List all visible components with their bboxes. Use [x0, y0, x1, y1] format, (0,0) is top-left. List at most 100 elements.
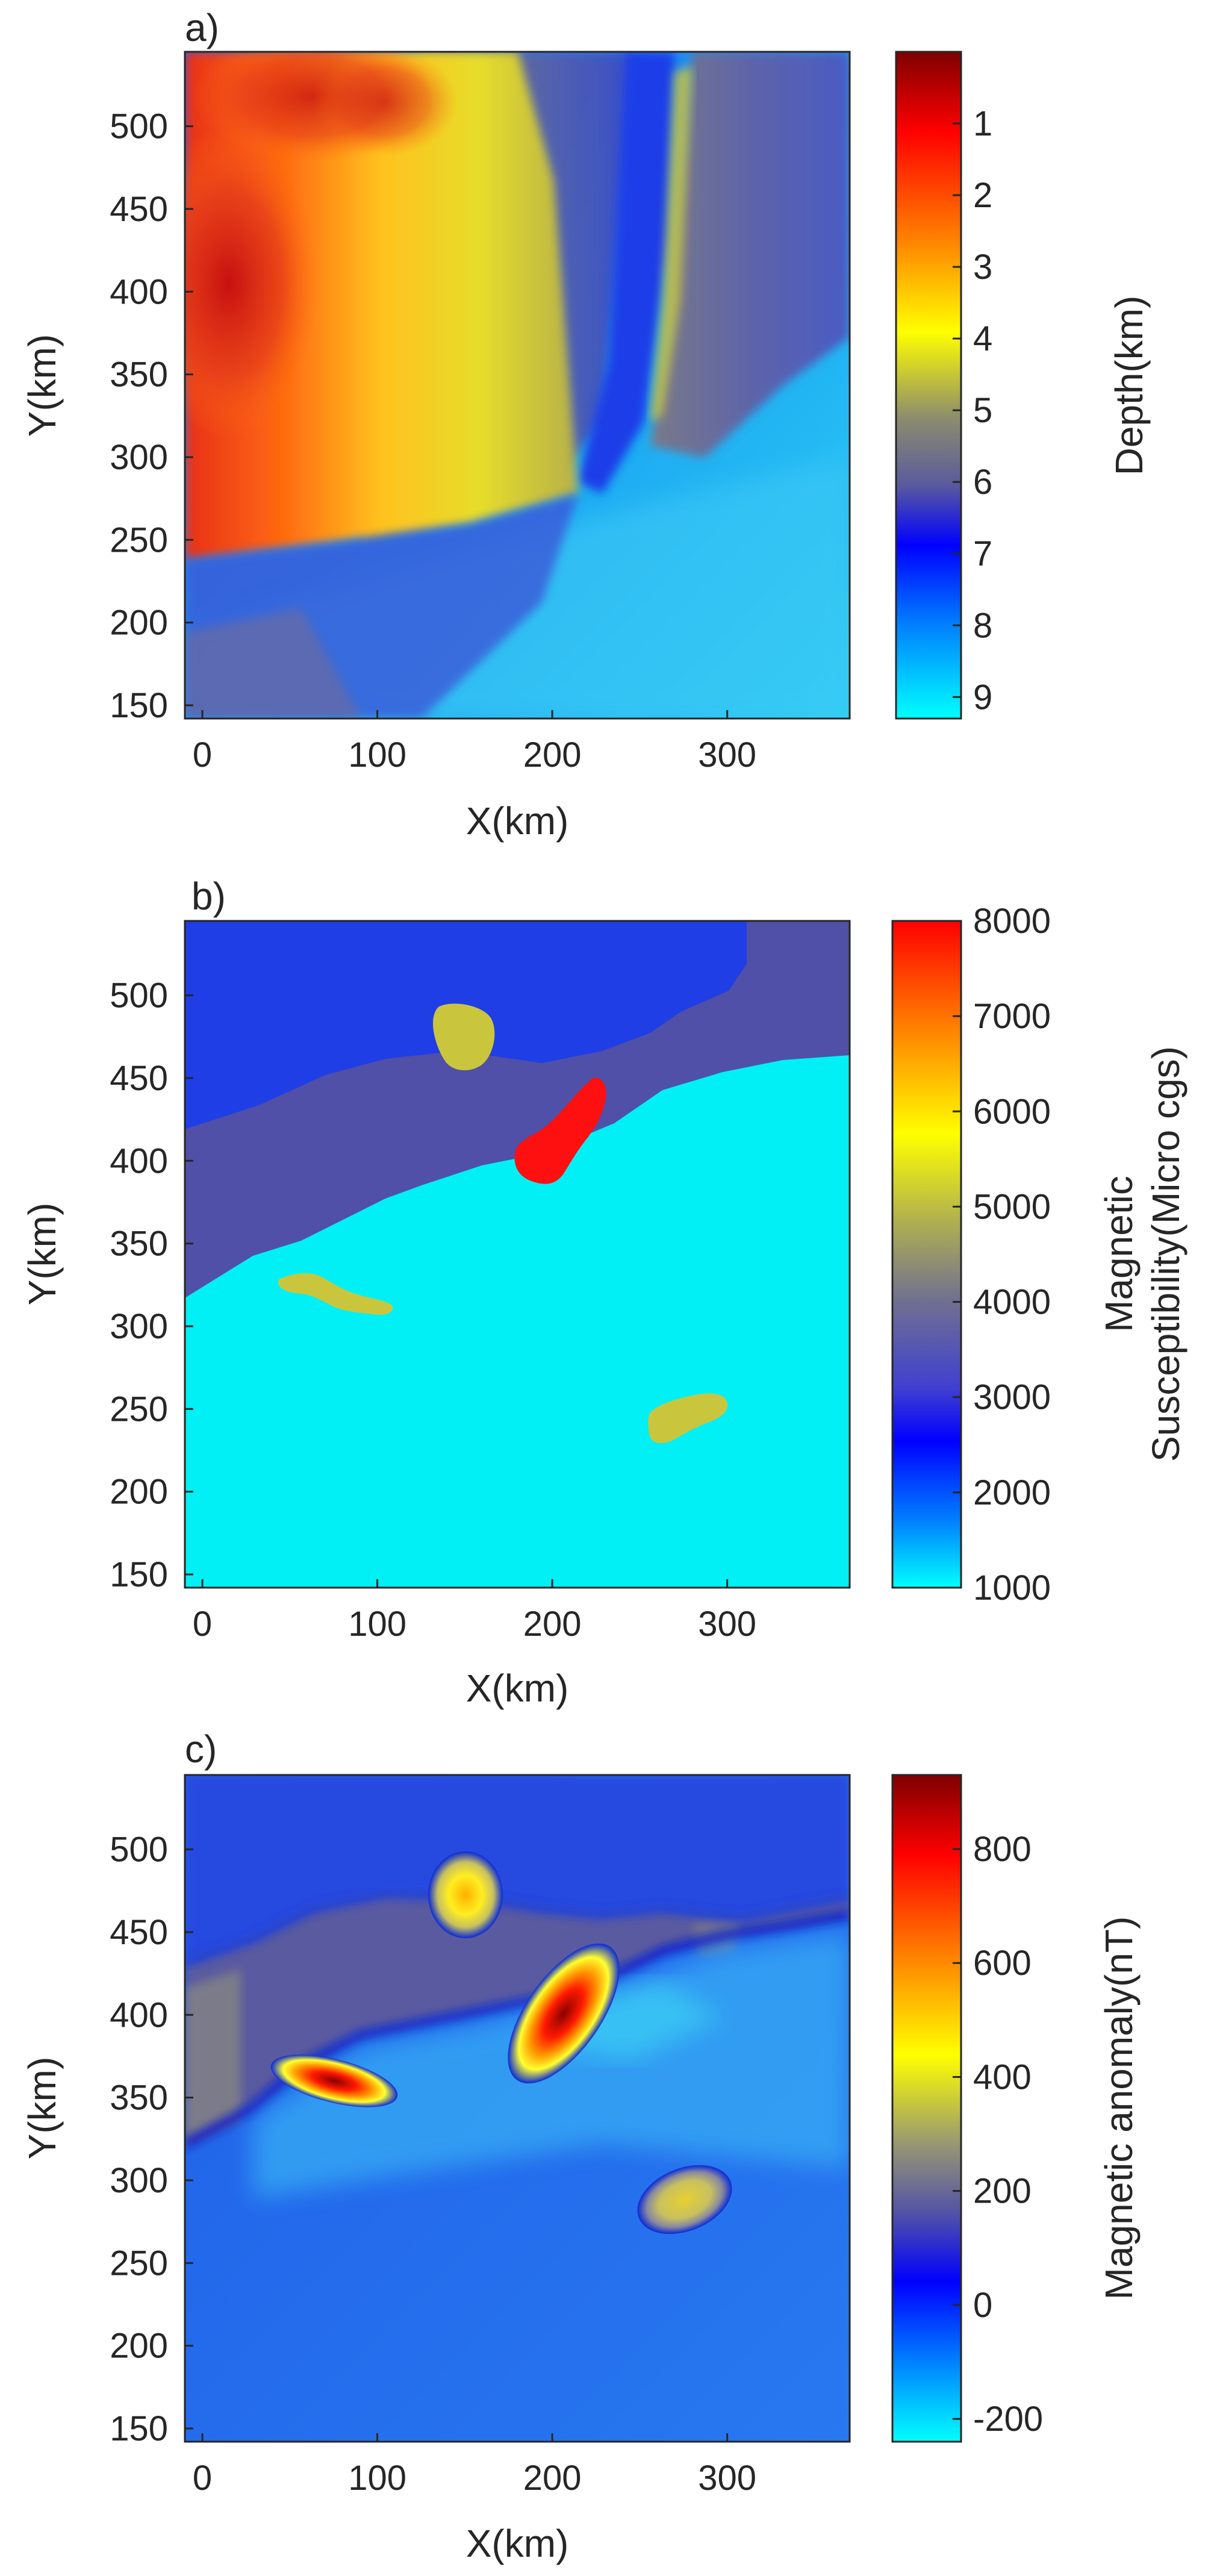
panel-b: b) 0 100 200 300 150 200 250 300 350 400 450 500 X…	[20, 875, 1187, 1710]
colorbar-tick-label: 6000	[973, 1092, 1051, 1131]
layer-bottom	[185, 1055, 850, 1588]
panel-b-ylabel: Y(km)	[20, 1203, 64, 1306]
x-tick-label: 100	[348, 735, 406, 775]
x-tick-label: 300	[698, 735, 756, 775]
anomaly-north	[428, 1851, 503, 1938]
panel-c-colorbar-ticks: -200 0 200 400 600 800	[953, 1830, 1043, 2439]
colorbar-tick-label: 1000	[973, 1568, 1051, 1608]
x-tick-label: 0	[193, 1605, 212, 1644]
y-tick-label: 300	[110, 2161, 168, 2200]
panel-a-label: a)	[185, 6, 219, 49]
colorbar-tick-label: 800	[973, 1830, 1032, 1869]
panel-b-axes-box	[184, 920, 851, 1589]
panel-c-xticks: 0 100 200 300	[193, 2433, 756, 2498]
colorbar-tick-label: 7000	[973, 997, 1051, 1036]
y-tick-label: 350	[110, 355, 168, 395]
y-tick-label: 250	[110, 2244, 168, 2283]
y-tick-label: 400	[110, 1995, 168, 2035]
colorbar-tick-label: 7	[973, 534, 992, 573]
body-central	[514, 1077, 606, 1184]
y-tick-label: 500	[110, 976, 168, 1015]
panel-a-colorbar	[895, 51, 962, 720]
panel-b-colorbar	[891, 920, 962, 1589]
colorbar-tick-label: 200	[973, 2172, 1032, 2211]
colorbar-tick-label: 5000	[973, 1187, 1051, 1226]
colorbar-tick-label: 3	[973, 248, 992, 287]
y-tick-label: 450	[110, 1059, 168, 1098]
panel-a-axes-box	[184, 51, 851, 720]
panel-c-axes-box	[184, 1774, 851, 2443]
colorbar-tick-label: 8000	[973, 902, 1051, 941]
anomaly-central	[508, 1943, 620, 2084]
colorbar-tick-label: 8	[973, 606, 992, 645]
colorbar-tick-label: 2	[973, 176, 992, 215]
y-tick-label: 200	[110, 603, 168, 643]
panel-b-colorbar-label-line2: Susceptibility(Micro cgs)	[1144, 1046, 1187, 1462]
panel-c-label: c)	[185, 1727, 217, 1771]
x-tick-label: 200	[523, 1605, 582, 1644]
panel-b-yticks: 150 200 250 300 350 400 450 500	[110, 976, 193, 1594]
x-tick-label: 300	[698, 1605, 756, 1644]
colorbar-tick-label: 4	[973, 319, 992, 358]
anomaly-southeast	[637, 2165, 732, 2235]
y-tick-label: 250	[110, 1389, 168, 1429]
panel-b-label: b)	[191, 875, 226, 918]
panel-a-xlabel: X(km)	[466, 799, 569, 843]
body-southeast	[648, 1393, 728, 1443]
y-tick-label: 500	[110, 107, 168, 146]
panel-b-colorbar-label-line1: Magnetic	[1097, 1176, 1141, 1332]
colorbar-tick-label: 5	[973, 391, 992, 430]
y-tick-label: 200	[110, 2327, 168, 2366]
y-tick-label: 200	[110, 1473, 168, 1512]
colorbar-tick-label: 6	[973, 463, 992, 502]
colorbar-tick-label: 0	[973, 2286, 992, 2325]
y-tick-label: 400	[110, 272, 168, 311]
panel-a-yticks: 150 200 250 300 350 400 450 500	[110, 107, 193, 725]
y-tick-label: 300	[110, 1307, 168, 1346]
y-tick-label: 350	[110, 1224, 168, 1264]
y-tick-label: 450	[110, 190, 168, 229]
panel-b-xlabel: X(km)	[466, 1667, 569, 1710]
y-tick-label: 150	[110, 2409, 168, 2448]
panel-c-colorbar	[891, 1774, 962, 2443]
x-tick-label: 100	[348, 1605, 406, 1644]
y-tick-label: 150	[110, 1555, 168, 1594]
panel-b-model	[185, 921, 850, 1588]
colorbar-tick-label: 3000	[973, 1378, 1051, 1417]
panel-c-ylabel: Y(km)	[20, 2057, 64, 2160]
panel-c-xlabel: X(km)	[466, 2522, 569, 2565]
anomaly-west	[270, 2054, 398, 2107]
y-tick-label: 350	[110, 2079, 168, 2118]
colorbar-tick-label: 400	[973, 2057, 1032, 2097]
body-north	[433, 1003, 495, 1071]
panel-c-colorbar-label: Magnetic anomaly(nT)	[1097, 1916, 1141, 2300]
x-tick-label: 300	[698, 2459, 756, 2498]
panel-a-colorbar-ticks: 1 2 3 4 5 6 7 8 9	[953, 104, 992, 717]
panel-a: a) 0 100 200 300 150 200 2 5 0 300 350 400 450 500 X…	[20, 6, 1151, 843]
y-tick-label: 150	[110, 686, 168, 725]
panel-a-colorbar-label: Depth(km)	[1107, 296, 1151, 476]
panel-c-yticks: 150 200 250 300 350 400 450 500	[110, 1830, 193, 2448]
panel-a-ylabel: Y(km)	[20, 334, 64, 437]
x-tick-label: 200	[523, 2459, 582, 2498]
colorbar-tick-label: 9	[973, 678, 992, 717]
x-tick-label: 100	[348, 2459, 406, 2498]
y-tick-label: 300	[110, 438, 168, 477]
panel-c: c) 0 100 200 300 150 200 250 300 350 400 450 500 X…	[20, 1727, 1141, 2565]
colorbar-tick-label: 2000	[973, 1473, 1051, 1512]
panel-c-heatmap	[185, 1775, 850, 2442]
colorbar-tick-label: 4000	[973, 1283, 1051, 1322]
x-tick-label: 200	[523, 735, 582, 775]
x-tick-label: 0	[193, 735, 212, 775]
colorbar-tick-label: -200	[973, 2400, 1043, 2439]
panel-b-colorbar-ticks: 1000 2000 3000 4000 5000 6000 7000 8000	[953, 902, 1051, 1608]
y-tick-label: 500	[110, 1830, 168, 1870]
panel-a-xticks: 0 100 200 300	[193, 710, 756, 775]
y-tick-label: 400	[110, 1141, 168, 1180]
panel-a-heatmap	[185, 52, 850, 719]
colorbar-tick-label: 600	[973, 1944, 1032, 1983]
body-west	[278, 1273, 393, 1315]
colorbar-tick-label: 1	[973, 104, 992, 143]
panel-b-xticks: 0 100 200 300	[193, 1579, 756, 1644]
